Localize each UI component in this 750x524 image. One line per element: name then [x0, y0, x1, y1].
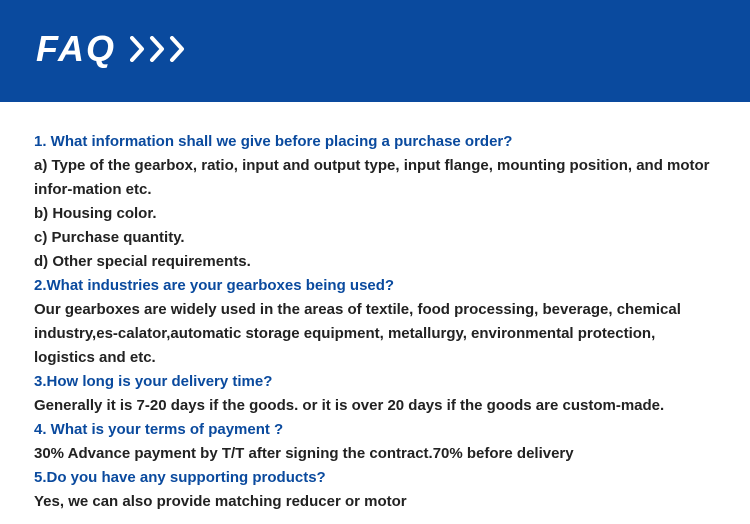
faq-question-5: 5.Do you have any supporting products?: [34, 466, 716, 490]
faq-answer-1c: c) Purchase quantity.: [34, 226, 716, 250]
faq-question-4: 4. What is your terms of payment ?: [34, 418, 716, 442]
faq-header: FAQ: [0, 0, 750, 102]
faq-content: 1. What information shall we give before…: [0, 102, 750, 524]
faq-answer-4: 30% Advance payment by T/T after signing…: [34, 442, 716, 466]
faq-answer-2: Our gearboxes are widely used in the are…: [34, 298, 716, 370]
faq-question-2: 2.What industries are your gearboxes bei…: [34, 274, 716, 298]
faq-answer-3: Generally it is 7-20 days if the goods. …: [34, 394, 716, 418]
faq-question-1: 1. What information shall we give before…: [34, 130, 716, 154]
chevron-right-icon: [130, 36, 196, 62]
faq-answer-1a: a) Type of the gearbox, ratio, input and…: [34, 154, 716, 202]
faq-answer-5: Yes, we can also provide matching reduce…: [34, 490, 716, 514]
faq-answer-1b: b) Housing color.: [34, 202, 716, 226]
faq-answer-1d: d) Other special requirements.: [34, 250, 716, 274]
faq-question-3: 3.How long is your delivery time?: [34, 370, 716, 394]
faq-title-block: FAQ: [36, 28, 196, 70]
faq-title-text: FAQ: [36, 28, 116, 70]
